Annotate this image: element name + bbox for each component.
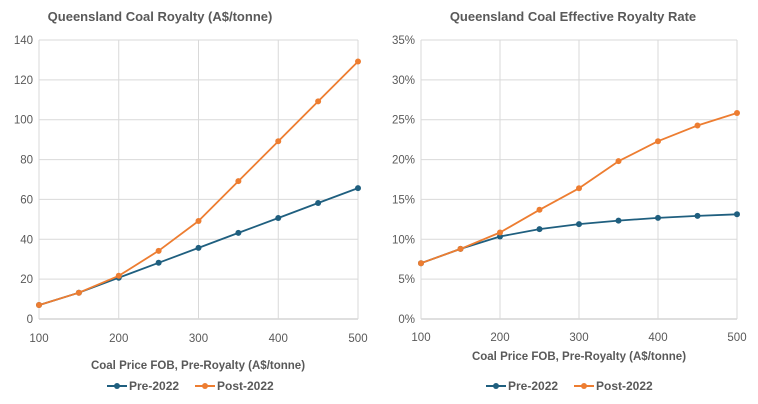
effective-rate-chart-svg: Queensland Coal Effective Royalty Rate 0… xyxy=(392,9,747,393)
legend: Pre-2022 Post-2022 xyxy=(107,379,274,393)
series-post-2022 xyxy=(418,110,740,267)
y-tick-label: 20 xyxy=(20,274,33,286)
data-point-post-2022 xyxy=(155,247,162,254)
x-tick-label: 500 xyxy=(348,333,367,345)
y-tick-label: 15% xyxy=(392,194,415,206)
y-tick-label: 25% xyxy=(392,115,415,127)
data-point-pre-2022 xyxy=(655,214,661,221)
x-tick-label: 100 xyxy=(411,332,430,344)
x-tick-label: 400 xyxy=(648,332,667,344)
y-tick-label: 20% xyxy=(392,155,415,167)
chart-title: Queensland Coal Royalty (A$/tonne) xyxy=(48,9,273,24)
royalty-chart: Queensland Coal Royalty (A$/tonne) 0 20 40… xyxy=(14,9,368,393)
data-point-post-2022 xyxy=(418,260,424,267)
legend-label-post-2022: Post-2022 xyxy=(217,379,274,393)
y-tick-label: 140 xyxy=(14,35,33,47)
data-point-pre-2022 xyxy=(576,221,582,228)
gridlines xyxy=(38,39,359,320)
data-point-pre-2022 xyxy=(195,244,202,251)
data-point-post-2022 xyxy=(576,185,582,192)
effective-rate-chart: Queensland Coal Effective Royalty Rate 0… xyxy=(379,0,758,404)
data-point-pre-2022 xyxy=(235,229,242,236)
data-point-pre-2022 xyxy=(536,226,543,233)
y-tick-label: 40 xyxy=(20,234,33,246)
x-tick-label: 300 xyxy=(569,332,588,344)
x-axis-ticks: 100 200 300 400 500 xyxy=(29,333,367,345)
data-point-post-2022 xyxy=(497,229,503,236)
x-axis-ticks: 100 200 300 400 500 xyxy=(411,332,746,344)
x-tick-label: 300 xyxy=(189,333,208,345)
y-tick-label: 5% xyxy=(398,274,415,286)
data-point-pre-2022 xyxy=(275,214,282,221)
x-tick-label: 400 xyxy=(269,333,288,345)
data-point-post-2022 xyxy=(355,58,361,65)
x-axis-label: Coal Price FOB, Pre-Royalty (A$/tonne) xyxy=(472,351,686,363)
y-tick-label: 35% xyxy=(392,35,415,47)
royalty-chart-svg: Queensland Coal Royalty (A$/tonne) 0 20 40… xyxy=(14,9,368,393)
data-point-post-2022 xyxy=(694,122,701,129)
data-point-post-2022 xyxy=(615,158,622,165)
x-tick-label: 100 xyxy=(29,333,48,345)
legend-label-pre-2022: Pre-2022 xyxy=(508,379,558,393)
x-tick-label: 200 xyxy=(490,332,509,344)
data-point-post-2022 xyxy=(195,217,202,224)
data-point-pre-2022 xyxy=(155,259,162,266)
x-axis-label: Coal Price FOB, Pre-Royalty (A$/tonne) xyxy=(91,360,305,372)
data-point-pre-2022 xyxy=(615,217,622,224)
y-axis-ticks: 0 20 40 60 80 100 120 140 xyxy=(14,35,33,326)
y-tick-label: 100 xyxy=(14,115,33,127)
legend-item-post-2022: Post-2022 xyxy=(195,379,274,393)
chart-title: Queensland Coal Effective Royalty Rate xyxy=(450,9,696,24)
y-tick-label: 60 xyxy=(20,194,33,206)
series-post-2022 xyxy=(36,58,361,309)
data-point-post-2022 xyxy=(75,289,82,296)
data-point-pre-2022 xyxy=(315,200,322,207)
legend-marker-post-2022 xyxy=(202,383,208,389)
legend-marker-pre-2022 xyxy=(114,383,120,389)
legend-label-post-2022: Post-2022 xyxy=(596,379,653,393)
legend-marker-pre-2022 xyxy=(493,383,499,389)
x-tick-label: 200 xyxy=(109,333,128,345)
series-group xyxy=(36,58,361,309)
legend-marker-post-2022 xyxy=(581,383,587,389)
legend: Pre-2022 Post-2022 xyxy=(486,379,653,393)
legend-item-post-2022: Post-2022 xyxy=(574,379,653,393)
y-tick-label: 0% xyxy=(398,314,415,326)
y-tick-label: 30% xyxy=(392,75,415,87)
data-point-post-2022 xyxy=(275,138,282,145)
data-point-post-2022 xyxy=(457,245,464,252)
data-point-post-2022 xyxy=(115,272,122,279)
y-axis-ticks: 0% 5% 10% 15% 20% 25% 30% 35% xyxy=(392,35,415,326)
legend-item-pre-2022: Pre-2022 xyxy=(486,379,558,393)
data-point-post-2022 xyxy=(36,302,42,309)
series-group xyxy=(418,110,740,267)
data-point-pre-2022 xyxy=(355,185,361,192)
y-tick-label: 0 xyxy=(27,314,33,326)
gridlines xyxy=(420,39,738,320)
data-point-post-2022 xyxy=(315,98,322,105)
data-point-pre-2022 xyxy=(734,211,740,218)
data-point-post-2022 xyxy=(655,138,661,145)
data-point-post-2022 xyxy=(536,206,543,213)
y-tick-label: 120 xyxy=(14,75,33,87)
legend-item-pre-2022: Pre-2022 xyxy=(107,379,179,393)
data-point-post-2022 xyxy=(734,110,740,117)
data-point-post-2022 xyxy=(235,178,242,185)
legend-label-pre-2022: Pre-2022 xyxy=(129,379,179,393)
y-tick-label: 10% xyxy=(392,234,415,246)
x-tick-label: 500 xyxy=(727,332,746,344)
data-point-pre-2022 xyxy=(694,212,701,219)
y-tick-label: 80 xyxy=(20,155,33,167)
